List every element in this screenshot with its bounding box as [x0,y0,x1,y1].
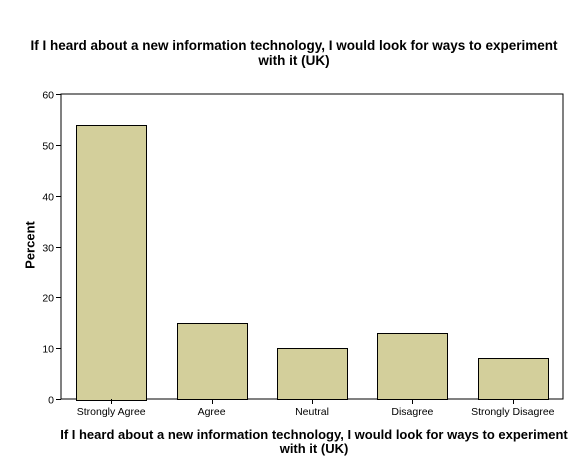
x-tick-label: Strongly Disagree [471,406,555,418]
x-tick-label: Disagree [391,406,433,418]
y-tick-label: 40 [42,192,54,204]
x-axis: Strongly Agree Agree Neutral Disagree Strong… [77,399,555,418]
y-axis-title: Percent [22,221,38,269]
y-axis: 0 10 20 30 40 50 60 [42,90,61,407]
x-axis-title: If I heard about a new information techn… [60,427,568,456]
bar-strongly-agree [76,125,147,401]
y-tick-label: 0 [48,395,54,407]
y-tick-label: 10 [42,344,54,356]
y-tick-label: 50 [42,141,54,153]
bars [76,125,549,401]
x-tick-label: Strongly Agree [77,406,146,418]
bar-disagree [377,333,448,400]
bar-agree [177,323,248,400]
y-tick-label: 30 [42,243,54,255]
x-tick-label: Neutral [295,406,329,418]
bar-neutral [277,348,348,400]
bar-strongly-disagree [478,358,549,400]
y-tick-label: 20 [42,293,54,305]
y-tick-label: 60 [42,90,54,102]
x-tick-label: Agree [198,406,226,418]
chart-title: If I heard about a new information techn… [30,38,558,68]
